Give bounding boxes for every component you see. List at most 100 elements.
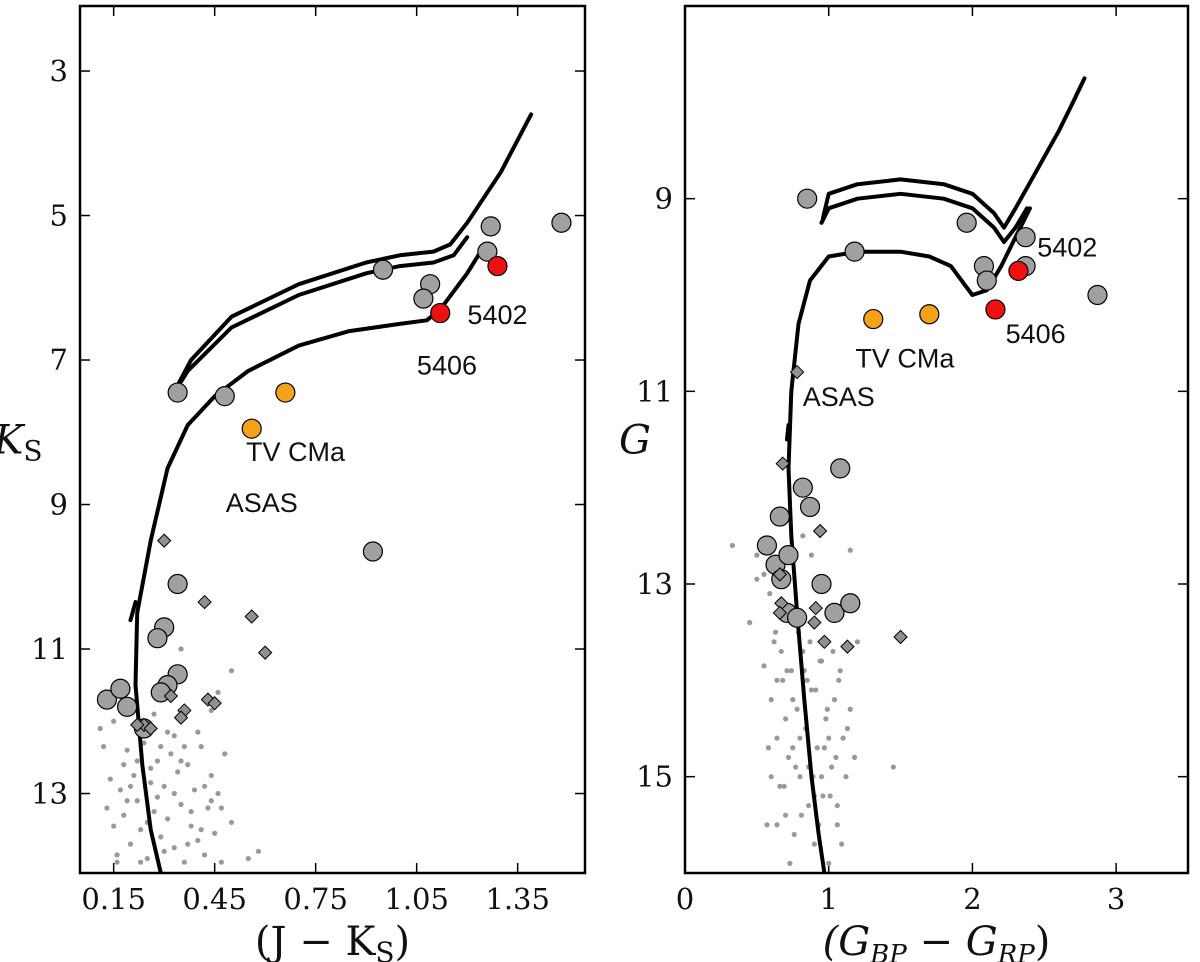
y-tick-label: 3 xyxy=(50,54,68,88)
field-star-point xyxy=(827,793,833,799)
left-panel-kmag-vs-jk: 0.15 0.45 0.75 1.05 1.35 3 5 7 9 11 13 5402 5406 TV C… xyxy=(0,4,587,962)
diamond-point xyxy=(817,634,832,650)
members-orange-point xyxy=(241,418,262,439)
field-star-point xyxy=(144,855,150,862)
field-star-point xyxy=(824,706,830,712)
field-star-point xyxy=(104,805,110,811)
isochrone-middle xyxy=(172,235,470,395)
field-star-point xyxy=(774,735,780,741)
field-star-point xyxy=(768,697,774,703)
field-star-point xyxy=(255,848,262,854)
field-star-point xyxy=(107,776,113,782)
field-star-point xyxy=(791,831,797,838)
members-large-point xyxy=(799,496,821,518)
field-star-point xyxy=(821,745,828,751)
field-star-point xyxy=(175,769,181,775)
field-star-point xyxy=(124,747,130,753)
field-star-point xyxy=(833,754,839,761)
members-large-point xyxy=(117,696,138,717)
field-star-point xyxy=(774,822,780,828)
field-star-point xyxy=(158,834,164,840)
diamond-point xyxy=(197,594,212,610)
field-star-point xyxy=(171,845,177,851)
field-star-point xyxy=(808,687,815,693)
diamond-point xyxy=(772,605,788,621)
y-tick-label: 9 xyxy=(50,488,68,522)
diamond-point xyxy=(163,688,179,704)
field-star-point xyxy=(754,576,760,582)
field-star-point xyxy=(134,758,140,764)
field-star-point xyxy=(218,859,224,865)
field-star-point xyxy=(245,855,251,862)
field-star-point xyxy=(185,841,191,847)
field-star-point xyxy=(785,754,792,761)
members-red-point xyxy=(430,302,451,324)
isochrone-middle xyxy=(819,191,1029,244)
plot-area xyxy=(729,76,1108,873)
field-star-point xyxy=(97,725,103,732)
field-star-point xyxy=(834,802,840,809)
field-star-point xyxy=(215,689,221,695)
field-star-point xyxy=(818,774,825,780)
y-tick-label: 11 xyxy=(636,374,673,408)
diamond-point xyxy=(893,629,908,645)
field-star-point xyxy=(831,697,838,703)
field-star-point xyxy=(774,677,780,683)
members-large-point xyxy=(167,382,188,403)
axes-frame xyxy=(683,4,1190,875)
field-star-point xyxy=(847,706,853,712)
x-tick-label: 1.35 xyxy=(485,882,550,916)
y-tick-label: 11 xyxy=(31,632,68,666)
field-star-point xyxy=(201,783,208,789)
members-large-point xyxy=(797,188,818,209)
diamond-point xyxy=(207,696,222,711)
field-star-point xyxy=(797,774,803,780)
y-tick-label: 5 xyxy=(50,199,68,233)
diamond-point xyxy=(808,600,823,616)
members-large-point xyxy=(756,535,778,556)
field-star-point xyxy=(121,812,127,818)
members-large-point xyxy=(824,602,845,624)
field-star-point xyxy=(178,758,184,764)
field-star-point xyxy=(768,774,774,780)
field-star-point xyxy=(127,841,134,847)
field-star-point xyxy=(151,711,157,717)
field-star-point xyxy=(844,725,850,732)
field-star-point xyxy=(843,774,849,780)
field-star-point xyxy=(783,812,789,818)
isochrone-lower xyxy=(133,249,483,873)
field-star-point xyxy=(138,827,144,833)
field-star-point xyxy=(761,571,767,577)
members-large-point xyxy=(167,573,188,595)
field-star-point xyxy=(837,668,843,674)
members-large-point xyxy=(840,593,861,614)
field-star-point xyxy=(820,793,826,799)
members-large-point xyxy=(1087,284,1108,306)
field-star-point xyxy=(178,646,184,652)
field-star-point xyxy=(222,751,228,757)
field-star-point xyxy=(828,764,835,770)
field-star-point xyxy=(198,743,204,750)
isochrone-lower-tail xyxy=(128,600,138,623)
field-star-point xyxy=(134,798,140,804)
field-star-point xyxy=(218,805,224,811)
members-orange-point xyxy=(863,308,884,330)
members-orange-point xyxy=(275,382,296,403)
field-star-point xyxy=(830,648,836,655)
field-star-point xyxy=(800,533,806,539)
members-large-point xyxy=(477,241,498,262)
field-star-point xyxy=(164,816,171,822)
y-axis-label: KS xyxy=(0,418,43,468)
isochrone-lower-tail xyxy=(785,423,791,442)
members-large-point xyxy=(786,607,808,628)
y-tick-label: 7 xyxy=(50,343,68,377)
field-star-point xyxy=(783,716,789,722)
diamond-point xyxy=(244,609,259,624)
field-star-point xyxy=(790,745,796,751)
members-large-point xyxy=(976,270,997,291)
field-star-point xyxy=(784,668,790,674)
members-orange-point xyxy=(919,304,940,325)
field-star-point xyxy=(188,808,194,815)
field-star-point xyxy=(164,729,171,735)
field-star-point xyxy=(138,859,144,865)
